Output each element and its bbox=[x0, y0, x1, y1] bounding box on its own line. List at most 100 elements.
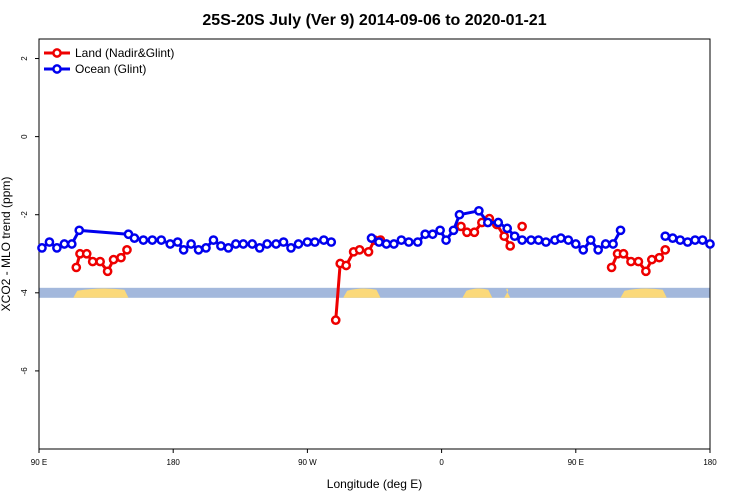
series-0-point-2-2 bbox=[469, 227, 480, 238]
series-0 bbox=[71, 213, 671, 325]
series-0-point-0-2 bbox=[81, 248, 92, 259]
series-0-point-0-0 bbox=[71, 262, 82, 273]
series-1-point-0-11 bbox=[165, 239, 176, 249]
series-0-point-2-7 bbox=[505, 241, 516, 251]
series-1-point-2-3 bbox=[682, 237, 693, 247]
x-tick-label-4: 90 E bbox=[568, 458, 584, 467]
legend-marker-1 bbox=[52, 64, 62, 74]
landmask-band bbox=[39, 287, 710, 298]
series-1-point-1-25 bbox=[570, 239, 581, 249]
series-1-point-1-24 bbox=[563, 235, 574, 245]
series-1-point-0-13 bbox=[178, 245, 189, 255]
series-1-point-1-10 bbox=[441, 235, 451, 245]
series-1-point-1-8 bbox=[427, 229, 438, 240]
series-1-point-0-24 bbox=[262, 239, 272, 249]
series-1-point-1-6 bbox=[412, 237, 423, 247]
series-0-point-0-4 bbox=[95, 256, 105, 267]
series-1-point-0-9 bbox=[147, 235, 158, 245]
series-1-point-1-11 bbox=[448, 225, 459, 236]
series-1-point-1-13 bbox=[474, 205, 484, 216]
series-1-point-0-1 bbox=[44, 237, 55, 247]
series-1-point-1-4 bbox=[396, 235, 407, 245]
y-tick-label-1: 0 bbox=[20, 134, 29, 139]
series-1-point-0-23 bbox=[254, 243, 265, 253]
series-1-point-0-20 bbox=[230, 239, 241, 249]
series-0-point-0-8 bbox=[122, 245, 132, 255]
x-tick-label-0: 90 E bbox=[31, 458, 47, 467]
series-1-point-0-25 bbox=[271, 239, 281, 249]
series-1-point-2-4 bbox=[690, 235, 700, 245]
land-region-2 bbox=[462, 288, 493, 298]
x-tick-label-5: 180 bbox=[703, 458, 717, 467]
series-1-point-0-18 bbox=[216, 241, 226, 251]
legend: Land (Nadir&Glint) Ocean (Glint) bbox=[44, 46, 174, 76]
x-axis: 90 E 180 90 W 0 90 E 180 bbox=[31, 449, 717, 467]
y-tick-label-3: -4 bbox=[20, 289, 29, 297]
series-1-point-1-23 bbox=[556, 233, 566, 243]
series-1-point-0-29 bbox=[302, 237, 313, 247]
series-layer bbox=[37, 205, 715, 325]
series-0-point-1-4 bbox=[354, 245, 365, 255]
series-1-point-0-27 bbox=[286, 243, 296, 253]
x-axis-label: Longitude (deg E) bbox=[327, 477, 422, 491]
series-1-point-0-4 bbox=[66, 239, 77, 249]
series-1-point-0-31 bbox=[318, 235, 329, 245]
series-1-point-2-6 bbox=[705, 239, 715, 249]
y-tick-label-2: -2 bbox=[20, 211, 29, 219]
y-axis: 2 0 -2 -4 -6 bbox=[20, 56, 39, 375]
series-1-point-1-7 bbox=[420, 229, 431, 240]
series-0-point-4-5 bbox=[641, 266, 651, 277]
land-region-3 bbox=[504, 288, 511, 298]
legend-label-0: Land (Nadir&Glint) bbox=[75, 46, 174, 60]
legend-label-1: Ocean (Glint) bbox=[75, 62, 146, 76]
series-1-point-1-0 bbox=[366, 233, 377, 243]
series-0-point-4-0 bbox=[606, 262, 617, 273]
series-0-point-4-2 bbox=[618, 248, 629, 259]
series-1-point-2-1 bbox=[667, 233, 678, 243]
series-0-point-4-8 bbox=[660, 245, 671, 255]
series-1-point-0-21 bbox=[238, 239, 249, 249]
series-1-point-0-2 bbox=[52, 243, 62, 253]
x-tick-label-2: 90 W bbox=[298, 458, 317, 467]
series-1 bbox=[37, 205, 715, 255]
y-tick-label-0: 2 bbox=[20, 56, 29, 61]
y-tick-label-4: -6 bbox=[20, 367, 29, 375]
series-1-point-1-9 bbox=[435, 225, 445, 236]
series-0-point-1-0 bbox=[330, 315, 341, 325]
series-1-point-2-2 bbox=[675, 235, 686, 245]
series-1-point-0-28 bbox=[293, 239, 304, 249]
series-1-point-1-1 bbox=[374, 237, 384, 247]
series-1-point-0-5 bbox=[74, 225, 85, 236]
series-1-point-1-30 bbox=[608, 239, 618, 249]
series-1-point-0-15 bbox=[193, 245, 204, 255]
series-0-point-4-4 bbox=[633, 256, 644, 267]
series-1-point-1-18 bbox=[517, 235, 527, 245]
series-1-point-1-29 bbox=[600, 239, 611, 249]
series-1-point-0-30 bbox=[310, 237, 320, 247]
series-1-point-1-26 bbox=[578, 245, 589, 255]
series-1-point-0-22 bbox=[247, 239, 258, 249]
series-1-point-0-8 bbox=[138, 235, 149, 245]
series-1-point-1-17 bbox=[509, 231, 520, 242]
series-0-point-4-3 bbox=[626, 256, 636, 267]
series-1-point-0-16 bbox=[201, 243, 211, 253]
series-1-point-1-21 bbox=[541, 237, 551, 247]
series-0-point-4-6 bbox=[646, 254, 657, 265]
legend-marker-0 bbox=[52, 48, 62, 58]
land-region-1 bbox=[343, 288, 381, 298]
series-1-point-2-0 bbox=[660, 231, 671, 242]
series-0-point-2-0 bbox=[456, 221, 466, 232]
series-1-point-1-5 bbox=[403, 237, 414, 247]
series-0-point-3-0 bbox=[517, 221, 527, 232]
series-1-point-1-31 bbox=[615, 225, 626, 236]
series-1-point-1-14 bbox=[482, 217, 493, 228]
series-1-point-1-19 bbox=[526, 235, 536, 245]
land-region-0 bbox=[73, 288, 129, 298]
y-axis-label: XCO2 - MLO trend (ppm) bbox=[0, 177, 13, 312]
series-1-point-1-28 bbox=[593, 245, 604, 255]
series-1-point-0-10 bbox=[156, 235, 167, 245]
x-tick-label-3: 0 bbox=[439, 458, 444, 467]
series-1-point-1-27 bbox=[585, 235, 596, 245]
series-1-point-0-0 bbox=[37, 243, 47, 253]
